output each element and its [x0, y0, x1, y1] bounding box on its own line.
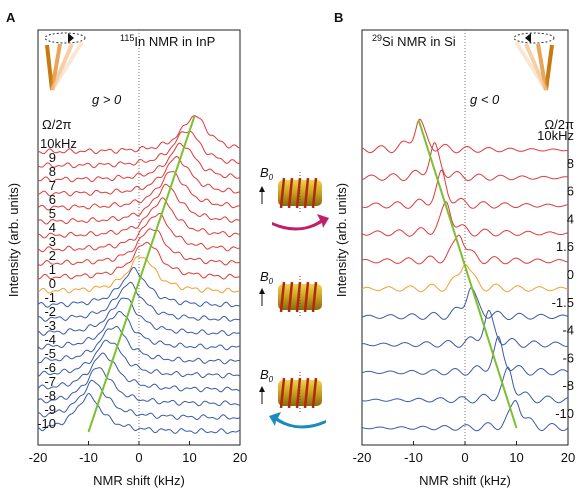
- x-tick-label: -20: [353, 450, 372, 465]
- offset-label: -4: [562, 323, 574, 338]
- offset-label: 4: [567, 211, 574, 226]
- panel-letter: B: [334, 10, 343, 25]
- spectrum: [37, 266, 241, 308]
- spectrum: [37, 183, 241, 225]
- x-tick-label: 20: [561, 450, 575, 465]
- spectrum: [361, 309, 569, 348]
- offset-label: 8: [49, 164, 56, 179]
- offset-label: -8: [44, 388, 56, 403]
- offset-label: 7: [49, 178, 56, 193]
- precession-icon-a: [44, 32, 86, 92]
- spectrum: [361, 201, 569, 237]
- offset-label: 1: [49, 262, 56, 277]
- offset-label: 4: [49, 220, 56, 235]
- offset-label: 0: [567, 267, 574, 282]
- offset-label: -8: [562, 378, 574, 393]
- spectrum: [361, 336, 569, 376]
- x-tick-label: 0: [135, 450, 142, 465]
- spectrum: [37, 115, 241, 155]
- spectrum: [37, 241, 241, 280]
- offset-label: 3: [49, 234, 56, 249]
- spectrum: [37, 297, 241, 337]
- offset-label: -6: [562, 350, 574, 365]
- offset-label: 5: [49, 206, 56, 221]
- spectrum: [361, 286, 569, 320]
- legend-title: Ω/2π: [544, 117, 574, 132]
- spectrum: [37, 392, 241, 435]
- spectrum: [361, 169, 569, 209]
- offset-label: -9: [44, 402, 56, 417]
- offset-label: 10kHz: [537, 128, 574, 143]
- offset-label: -10: [555, 406, 574, 421]
- annotation: g < 0: [470, 92, 500, 107]
- offset-label: 6: [49, 192, 56, 207]
- spectrum: [37, 281, 241, 322]
- spectrum: [37, 256, 241, 294]
- precession-icon-b: [513, 32, 555, 92]
- offset-label: 0: [49, 276, 56, 291]
- spectrum: [37, 228, 241, 266]
- x-axis-label: NMR shift (kHz): [419, 473, 511, 488]
- panel-title: 29Si NMR in Si: [372, 33, 456, 49]
- spectrum: [38, 197, 241, 239]
- field-label: B0: [260, 269, 274, 286]
- coil-diagrams: [259, 172, 329, 429]
- panel-letter: A: [6, 10, 16, 25]
- trend-line: [87, 115, 196, 433]
- spectrum: [361, 142, 569, 182]
- x-tick-label: 10: [509, 450, 523, 465]
- spectrum: [37, 352, 241, 393]
- offset-label: 1.6: [556, 239, 574, 254]
- x-tick-label: 0: [461, 450, 468, 465]
- offset-label: -10: [37, 416, 56, 431]
- x-axis-label: NMR shift (kHz): [93, 473, 185, 488]
- spectrum: [37, 339, 241, 379]
- annotation: g > 0: [92, 92, 122, 107]
- offset-label: -2: [44, 304, 56, 319]
- offset-label: -7: [44, 374, 56, 389]
- offset-label: 9: [49, 150, 56, 165]
- offset-label: -3: [44, 318, 56, 333]
- offset-label: 2: [49, 248, 56, 263]
- y-axis-label: Intensity (arb. units): [334, 183, 349, 297]
- offset-label: -5: [44, 346, 56, 361]
- y-axis-label: Intensity (arb. units): [6, 183, 21, 297]
- spectrum: [361, 234, 569, 265]
- spectrum: [361, 366, 569, 404]
- spectrum: [38, 379, 241, 420]
- offset-label: -1: [44, 290, 56, 305]
- offset-label: 8: [567, 156, 574, 171]
- x-tick-label: -10: [404, 450, 423, 465]
- offset-label: 10kHz: [40, 136, 77, 151]
- field-label: B0: [260, 367, 274, 384]
- isotope: 115: [120, 33, 134, 43]
- spectrum: [37, 212, 241, 253]
- offset-label: -4: [44, 332, 56, 347]
- panel-title: 115In NMR in InP: [120, 33, 215, 49]
- field-label: B0: [260, 165, 274, 182]
- offset-label: 6: [567, 184, 574, 199]
- spectrum: [361, 399, 569, 432]
- spectrum: [37, 171, 241, 211]
- title: Si NMR in Si: [382, 34, 456, 49]
- isotope: 29: [372, 33, 382, 43]
- spectrum: [37, 325, 241, 365]
- spectrum: [37, 310, 241, 351]
- spectrum: [361, 118, 569, 154]
- spectrum: [37, 155, 241, 197]
- x-tick-label: -20: [29, 450, 48, 465]
- legend-title: Ω/2π: [42, 117, 72, 132]
- x-tick-label: 10: [182, 450, 196, 465]
- title: In NMR in InP: [134, 34, 215, 49]
- x-tick-label: -10: [79, 450, 98, 465]
- offset-label: -6: [44, 360, 56, 375]
- offset-label: -1.5: [552, 295, 574, 310]
- trend-line: [417, 119, 518, 429]
- spectrum: [37, 367, 241, 407]
- spectrum: [37, 130, 241, 169]
- spectrum: [37, 142, 241, 183]
- x-tick-label: 20: [233, 450, 247, 465]
